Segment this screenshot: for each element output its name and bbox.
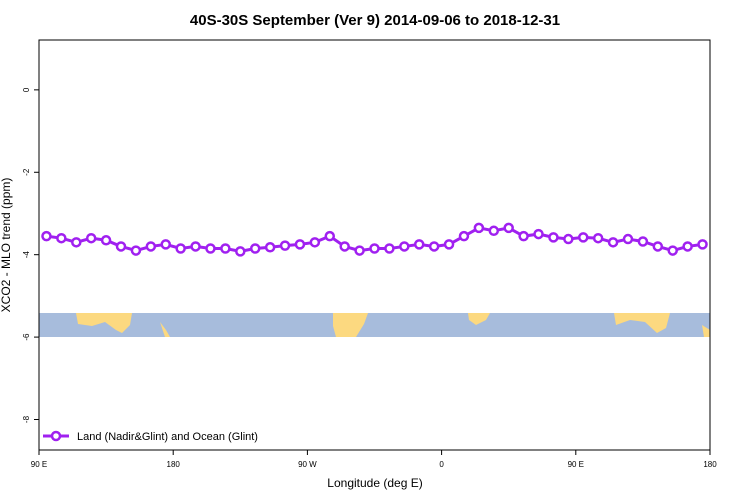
- data-point: [578, 232, 589, 243]
- data-point: [339, 241, 350, 252]
- x-tick-label: 0: [439, 460, 444, 469]
- data-point: [399, 241, 410, 252]
- legend-marker: [50, 430, 62, 442]
- data-point: [145, 241, 157, 252]
- chart-title: 40S-30S September (Ver 9) 2014-09-06 to …: [190, 12, 560, 29]
- x-tick-label: 90 E: [568, 460, 584, 469]
- map-strip: [39, 313, 710, 337]
- data-point: [622, 233, 634, 245]
- data-point: [309, 237, 321, 248]
- data-point: [652, 241, 664, 252]
- data-point: [56, 232, 67, 244]
- data-point: [324, 230, 336, 242]
- y-axis-label: XCO2 - MLO trend (ppm): [0, 178, 13, 313]
- data-point: [294, 239, 306, 250]
- data-point: [682, 241, 693, 252]
- data-point: [354, 245, 365, 256]
- data-point: [563, 233, 574, 245]
- data-point: [130, 245, 142, 256]
- y-tick-label: 0: [22, 87, 31, 92]
- data-point: [71, 237, 82, 248]
- data-point: [533, 228, 544, 240]
- data-point: [220, 243, 231, 254]
- data-point: [235, 246, 246, 257]
- data-point: [175, 243, 186, 254]
- data-point: [667, 245, 678, 256]
- data-point: [100, 235, 112, 246]
- data-point: [607, 237, 619, 248]
- data-point: [205, 243, 216, 254]
- data-point: [548, 232, 559, 243]
- data-point: [115, 241, 127, 252]
- data-point: [637, 236, 649, 247]
- data-point: [384, 243, 395, 254]
- data-point: [488, 225, 500, 237]
- data-point: [85, 232, 97, 244]
- data-point: [473, 222, 485, 234]
- x-tick-label: 180: [167, 460, 181, 469]
- data-point: [518, 230, 529, 242]
- data-point: [264, 242, 276, 253]
- data-point: [249, 243, 261, 254]
- y-tick-label: -6: [22, 333, 31, 341]
- data-point: [503, 222, 514, 234]
- x-tick-label: 90 E: [31, 460, 47, 469]
- data-point: [190, 241, 201, 252]
- data-point: [279, 240, 291, 251]
- legend-label: Land (Nadir&Glint) and Ocean (Glint): [77, 431, 258, 443]
- data-point: [413, 239, 425, 250]
- data-point: [592, 232, 604, 244]
- plot-frame: [38, 39, 711, 451]
- x-tick-label: 90 W: [298, 460, 317, 469]
- y-tick-label: -2: [22, 168, 31, 176]
- data-point: [697, 239, 708, 250]
- data-point: [41, 230, 52, 242]
- y-tick-label: -8: [22, 415, 31, 423]
- data-point: [458, 230, 470, 242]
- data-point: [369, 243, 380, 254]
- x-axis-label: Longitude (deg E): [327, 476, 422, 490]
- data-point: [428, 241, 440, 252]
- x-tick-label: 180: [703, 460, 717, 469]
- data-point: [160, 239, 171, 250]
- y-tick-label: -4: [22, 251, 31, 259]
- data-point: [443, 239, 455, 250]
